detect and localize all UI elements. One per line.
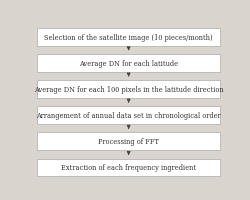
Text: Extraction of each frequency ingredient: Extraction of each frequency ingredient xyxy=(61,164,196,172)
Text: Average DN for each 100 pixels in the latitude direction: Average DN for each 100 pixels in the la… xyxy=(34,86,222,94)
Bar xyxy=(37,29,219,46)
Bar xyxy=(37,133,219,150)
Text: Average DN for each latitude: Average DN for each latitude xyxy=(79,60,178,67)
Text: Selection of the satellite image (10 pieces/month): Selection of the satellite image (10 pie… xyxy=(44,33,212,41)
Text: Arrangement of annual data set in chronological order: Arrangement of annual data set in chrono… xyxy=(36,112,220,120)
Bar xyxy=(37,55,219,72)
Bar xyxy=(37,159,219,176)
Text: Processing of FFT: Processing of FFT xyxy=(98,138,158,146)
Bar xyxy=(37,81,219,98)
Bar xyxy=(37,107,219,124)
